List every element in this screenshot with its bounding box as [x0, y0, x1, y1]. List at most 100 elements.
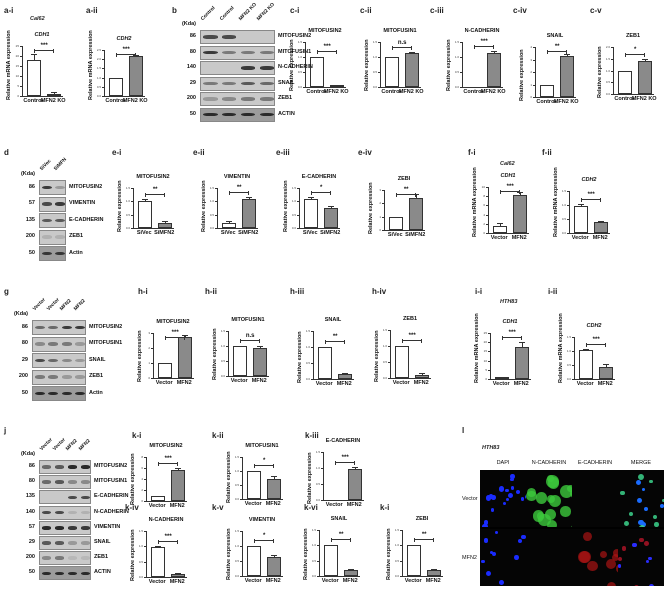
protein-label: MITOFUSIN1 [94, 478, 128, 485]
y-tick-label: 0.0 [234, 574, 239, 578]
y-tick [215, 188, 218, 189]
error-bar [34, 55, 36, 60]
y-tick [240, 546, 243, 547]
y-tick-label: 1.5 [209, 186, 214, 190]
panel-label-h-iv: h-iv [372, 287, 387, 296]
error-bar [249, 198, 251, 200]
bar-vector [493, 225, 508, 233]
band [203, 50, 218, 55]
lane-label: MFN2 KO [237, 1, 258, 23]
plot-area: 0 2 4 6 8 *** [141, 455, 187, 503]
x-tick-label: Control [306, 89, 326, 95]
panel-label-k-v: k-v [212, 503, 224, 512]
significance-label: *** [341, 455, 349, 462]
error-bar [500, 224, 502, 226]
y-tick [400, 560, 403, 562]
y-axis-label: Relative mRNA expression [472, 167, 478, 237]
bar-vector [151, 547, 166, 577]
error-bar [274, 555, 276, 557]
bar-sivec [304, 198, 319, 228]
panel-label-a-ii: a-ii [86, 6, 98, 15]
y-tick [297, 188, 300, 189]
y-tick [460, 72, 463, 73]
error-bar [520, 193, 522, 196]
plot-area: 0.0 0.5 1.0 1.5 * [235, 529, 283, 578]
y-tick [131, 214, 134, 216]
kda-marker: 200 [25, 233, 35, 239]
western-blot-j [39, 460, 91, 582]
bar-chart-c-v: ZEB1 Relative expression 0.0 0.5 1.0 1.5 2.0 * C… [595, 33, 657, 110]
chart-title: SNAIL [546, 33, 564, 39]
y-tick [486, 196, 489, 198]
if-row-label: Vector [462, 495, 478, 502]
significance-label: *** [164, 533, 172, 540]
y-tick-label: 1.5 [96, 66, 101, 71]
panel-label-k-ii: k-ii [212, 431, 224, 440]
if-image-mfn2-merge [618, 529, 664, 586]
blot-row-zeb1 [39, 551, 91, 566]
bar-chart-e-i: MITOFUSIN2 Relative expression 0.0 0.5 1.0 1.… [115, 174, 177, 244]
cell-nucleus [635, 480, 641, 486]
y-tick-label: 3 [379, 188, 381, 192]
error-bar [606, 365, 608, 367]
y-tick-label: 1.0 [297, 55, 302, 59]
y-axis-label: Relative expression [307, 452, 313, 504]
cell-nucleus [654, 522, 659, 527]
error-bar [165, 222, 167, 223]
error-cap [133, 54, 140, 56]
lane-label: SiMFN [52, 156, 68, 172]
band [41, 556, 52, 560]
band [61, 342, 72, 346]
kda-marker: 86 [28, 183, 35, 190]
y-tick-label: 1.0 [220, 344, 225, 348]
cell-nucleus [491, 495, 496, 500]
significance-bracket [240, 339, 261, 343]
panel-label-i-i: i-i [475, 287, 483, 296]
cell-nucleus [518, 539, 523, 544]
y-axis-label: Relative expression [137, 330, 143, 382]
y-tick-label: 1.0 [209, 199, 214, 204]
band [34, 391, 45, 396]
y-tick [488, 351, 491, 353]
protein-label: ACTIN [278, 110, 295, 117]
error-cap [352, 467, 359, 469]
y-tick-label: 0.0 [305, 377, 310, 381]
y-tick-label: 1 [379, 214, 381, 219]
significance-label: *** [171, 330, 179, 336]
band [41, 235, 52, 239]
y-axis-label: Relative expression [226, 451, 232, 503]
lane-label: Vector [51, 436, 67, 452]
cell-nucleus [483, 520, 489, 525]
y-tick-label: 6 [483, 203, 485, 208]
y-tick-label: 1 [148, 361, 150, 365]
band [259, 66, 274, 70]
y-tick-label: 1.5 [566, 335, 571, 339]
cell-nucleus [514, 555, 519, 560]
y-tick-label: 1.0 [561, 203, 566, 207]
band [80, 556, 90, 560]
chart-title: MITOFUSIN2 [136, 174, 170, 180]
band [55, 185, 65, 190]
protein-label: Actin [89, 389, 103, 396]
western-blot-d [39, 180, 66, 263]
y-tick [388, 330, 391, 331]
error-cap [409, 51, 416, 53]
y-tick-label: 2 [530, 70, 532, 74]
lane-label: MFN2 KO [256, 1, 277, 23]
x-tick-label: Vector [148, 503, 166, 509]
cell-nucleus [547, 477, 560, 489]
kda-marker: 200 [25, 554, 35, 561]
significance-bracket [581, 198, 602, 203]
cell-nucleus [510, 474, 515, 479]
error-bar [422, 374, 424, 375]
panel-label-h-ii: h-ii [205, 287, 217, 296]
y-tick-label: 0.5 [311, 558, 316, 563]
bar-control [540, 84, 555, 97]
y-tick-label: 1.5 [138, 529, 143, 533]
x-tick-label: MFN2 [513, 381, 529, 387]
panel-label-g: g [4, 287, 9, 296]
y-tick-label: 1.5 [394, 528, 399, 532]
western-blot-g [32, 320, 86, 403]
y-tick-label: 0.0 [220, 374, 225, 378]
band [80, 541, 90, 545]
